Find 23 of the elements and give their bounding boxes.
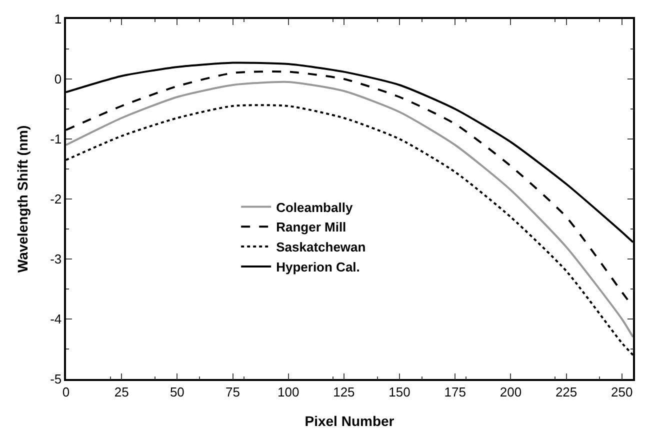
y-tick-label: -1 (50, 132, 62, 147)
x-tick-label: 225 (555, 384, 578, 400)
x-tick-label: 25 (114, 384, 129, 400)
x-tick-label: 200 (500, 384, 522, 400)
legend-label: Hyperion Cal. (276, 260, 360, 275)
y-tick-label: -3 (50, 252, 62, 267)
y-tick-label: -5 (50, 372, 62, 387)
y-axis-title: Wavelength Shift (nm) (14, 125, 30, 273)
x-tick-label: 175 (444, 384, 466, 400)
y-tick-label: 0 (54, 72, 62, 87)
x-tick-label: 125 (333, 384, 355, 400)
y-tick-label: 1 (54, 12, 62, 27)
x-tick-label: 75 (226, 384, 240, 400)
x-axis-title: Pixel Number (304, 413, 395, 429)
x-tick-label: 100 (278, 384, 300, 400)
legend-label: Saskatchewan (276, 240, 366, 255)
y-tick-label: -4 (50, 312, 62, 327)
y-tick-label: -2 (50, 192, 62, 207)
legend-label: Ranger Mill (276, 220, 346, 235)
legend-label: Coleambally (276, 200, 354, 215)
x-tick-label: 150 (388, 384, 410, 400)
x-tick-label: 250 (611, 384, 633, 400)
x-tick-label: 50 (170, 384, 184, 400)
